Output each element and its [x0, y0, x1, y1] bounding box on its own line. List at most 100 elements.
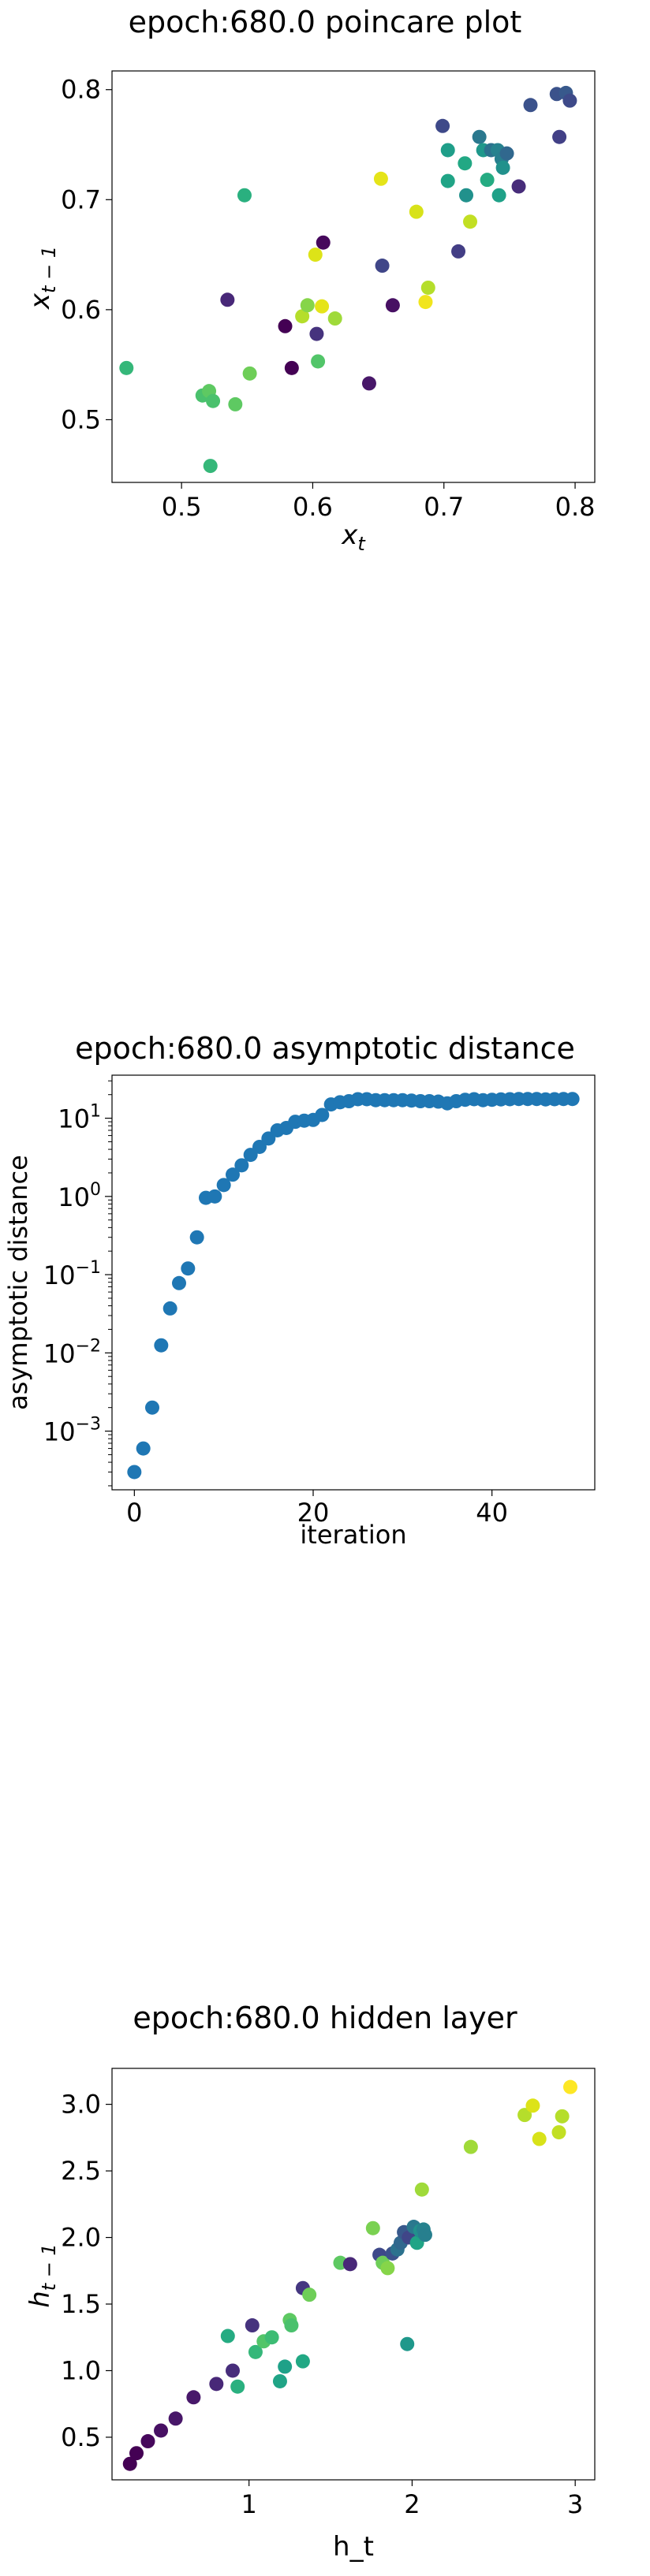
- data-point: [234, 1158, 249, 1173]
- data-point: [440, 143, 455, 158]
- x-tick-label: 0: [126, 1498, 142, 1528]
- data-point: [220, 292, 235, 307]
- y-tick-label: 3.0: [61, 2090, 101, 2120]
- data-point: [463, 214, 478, 229]
- data-point: [186, 2390, 201, 2405]
- y-axis-label: ht − 1: [24, 2243, 60, 2308]
- data-point: [532, 2131, 547, 2146]
- data-point: [245, 2318, 260, 2333]
- data-point: [480, 173, 495, 188]
- data-point: [248, 2344, 263, 2359]
- chart-title: epoch:680.0 asymptotic distance: [75, 1031, 575, 1066]
- data-point: [203, 459, 218, 474]
- data-point: [181, 1261, 196, 1276]
- data-point: [315, 299, 330, 314]
- hidden-layer-chart: epoch:680.0 hidden layer 1 2 3 0.5 1.0 1.5 2.…: [0, 1986, 650, 2576]
- data-point: [242, 366, 257, 381]
- y-tick-label: 1.0: [61, 2355, 101, 2385]
- data-point: [129, 2446, 144, 2461]
- data-point: [226, 1167, 240, 1182]
- y-tick-label: 0.5: [61, 404, 101, 434]
- data-point: [316, 235, 331, 250]
- y-tick-label: 10−2: [43, 1336, 101, 1368]
- data-point: [122, 2456, 137, 2471]
- data-point: [284, 360, 299, 375]
- data-point: [119, 360, 134, 375]
- data-point: [308, 248, 323, 262]
- data-point: [309, 326, 324, 341]
- y-tick-label: 10−3: [43, 1415, 101, 1447]
- data-point: [375, 259, 390, 274]
- data-point: [237, 188, 252, 203]
- data-point: [206, 393, 221, 408]
- x-tick-label: 0.8: [555, 492, 596, 522]
- x-tick-label: 3: [567, 2489, 583, 2519]
- data-point: [400, 2336, 415, 2351]
- hidden-layer-svg: epoch:680.0 hidden layer 1 2 3 0.5 1.0 1.5 2.…: [24, 2001, 596, 2563]
- x-tick-label: 0.5: [162, 492, 202, 522]
- y-axis-label: xt − 1: [24, 246, 60, 310]
- data-point: [458, 156, 473, 171]
- data-point: [365, 2220, 380, 2235]
- data-point: [162, 1301, 177, 1316]
- y-tick-label: 0.7: [61, 184, 101, 214]
- data-point: [525, 2098, 540, 2113]
- data-point: [499, 146, 514, 161]
- data-point: [278, 318, 293, 333]
- data-point: [418, 295, 433, 310]
- x-axis-label: xt: [341, 519, 366, 555]
- chart-title: epoch:680.0 poincare plot: [129, 5, 522, 39]
- data-point: [342, 2257, 357, 2272]
- data-point: [226, 2363, 240, 2378]
- y-tick-label: 2.0: [61, 2223, 101, 2253]
- y-axis-label: asymptotic distance: [3, 1155, 33, 1410]
- data-point: [220, 2328, 235, 2343]
- data-point: [361, 376, 376, 391]
- data-point: [562, 2079, 577, 2094]
- x-tick-label: 1: [241, 2489, 256, 2519]
- y-tick-label: 0.8: [61, 75, 101, 105]
- data-point: [145, 1400, 159, 1415]
- data-point: [315, 1107, 330, 1122]
- data-point: [127, 1465, 142, 1480]
- data-point: [272, 2373, 287, 2388]
- data-point: [189, 1230, 204, 1245]
- data-point: [264, 2330, 279, 2345]
- data-point: [472, 129, 487, 144]
- asymptotic-distance-chart: epoch:680.0 asymptotic distance 0 20 40 10…: [0, 1025, 650, 1592]
- poincare-chart: epoch:680.0 poincare plot 0.5 0.6 0.7 0.8 0…: [0, 0, 650, 583]
- data-point: [420, 280, 435, 295]
- y-tick-label: 2.5: [61, 2156, 101, 2186]
- data-point: [517, 2108, 532, 2123]
- y-tick-label: 10−1: [43, 1258, 101, 1290]
- data-point: [380, 2261, 395, 2276]
- data-point: [385, 298, 400, 313]
- data-point: [168, 2411, 183, 2426]
- x-axis-label: h_t: [333, 2531, 374, 2563]
- asymptotic-svg: epoch:680.0 asymptotic distance 0 20 40 10…: [3, 1031, 596, 1550]
- data-point: [552, 129, 567, 144]
- data-point: [172, 1275, 186, 1290]
- data-point: [555, 2109, 570, 2124]
- y-tick-label: 0.5: [61, 2422, 101, 2452]
- data-point: [417, 2228, 432, 2243]
- data-point: [295, 309, 310, 324]
- data-point: [302, 2288, 317, 2302]
- x-tick-label: 0.7: [424, 492, 464, 522]
- chart-title: epoch:680.0 hidden layer: [133, 2001, 517, 2035]
- data-point: [440, 173, 455, 188]
- data-point: [252, 1139, 267, 1154]
- y-tick-label: 1.5: [61, 2289, 101, 2319]
- data-point: [261, 1131, 276, 1146]
- x-tick-label: 0.6: [293, 492, 333, 522]
- data-point: [373, 171, 388, 186]
- y-tick-label: 0.6: [61, 295, 101, 325]
- y-tick-label: 100: [58, 1180, 101, 1212]
- data-point: [565, 1092, 580, 1107]
- data-point: [562, 93, 577, 108]
- data-point: [511, 179, 526, 194]
- poincare-svg: epoch:680.0 poincare plot 0.5 0.6 0.7 0.8 0…: [24, 5, 596, 555]
- data-point: [551, 2125, 566, 2140]
- x-tick-label: 40: [476, 1498, 508, 1528]
- data-point: [207, 1189, 222, 1204]
